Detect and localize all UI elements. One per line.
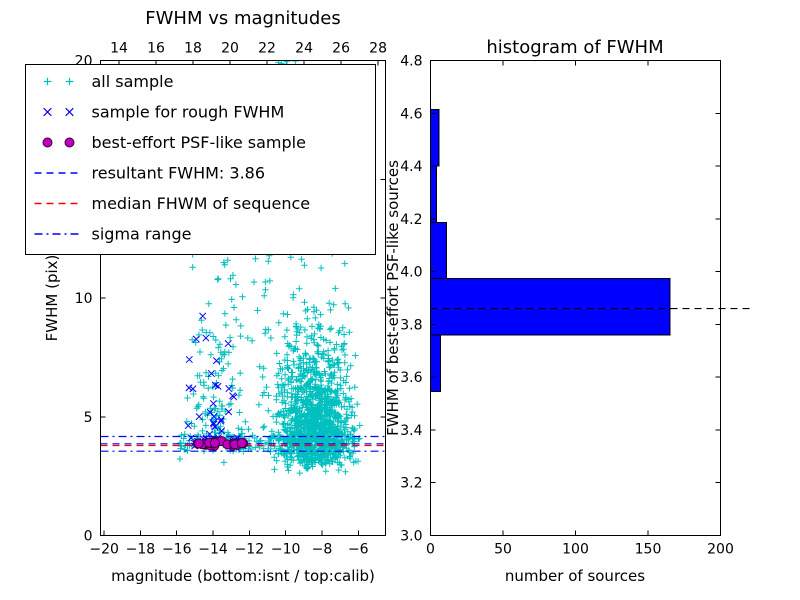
legend-entry-sample-for-rough-fwhm: sample for rough FWHM: [43, 103, 285, 122]
tick-label: 3.0: [400, 529, 422, 545]
figure-text-layer: FWHM vs magnitudes histogram of FWHM mag…: [43, 8, 664, 585]
legend-entry-sigma-range: sigma range: [34, 225, 192, 244]
legend-label: sigma range: [92, 225, 192, 244]
tick-label: 16: [147, 41, 165, 57]
psf-sample-point: [193, 438, 204, 449]
tick-label: 3.2: [400, 476, 422, 492]
tick-label: 4.4: [400, 159, 422, 175]
legend-label: median FHWM of sequence: [92, 194, 311, 213]
plot-render-layer: −20 −18 −16 −14 −12 −10 −8 −6 14 16 18 20 22 24 26 28 0 5…: [25, 41, 753, 558]
tick-label: 0: [426, 542, 435, 558]
hist-bar: [430, 221, 447, 280]
hist-bar: [430, 165, 437, 223]
legend-entry-resultant-fwhm-3-86: resultant FWHM: 3.86: [34, 164, 266, 183]
tick-label: −20: [89, 542, 119, 558]
hist-bar: [430, 278, 671, 336]
legend-box: [25, 64, 376, 255]
hist-bar: [430, 108, 440, 167]
legend-entry-all-sample: all sample: [43, 72, 174, 91]
scatter-data-layer: [100, 60, 386, 477]
tick-label: 24: [295, 41, 313, 57]
tick-label: −16: [162, 542, 192, 558]
tick-label: 4.0: [400, 265, 422, 281]
tick-label: 4.2: [400, 212, 422, 228]
tick-label: 20: [221, 41, 239, 57]
legend-circle-marker-icon: [64, 137, 75, 148]
left-plot-ylabel: FWHM (pix): [43, 255, 61, 342]
hist-bar: [430, 334, 442, 393]
legend-circle-marker-icon: [42, 137, 53, 148]
right-plot-title: histogram of FWHM: [486, 37, 663, 58]
legend-label: resultant FWHM: 3.86: [92, 164, 266, 183]
scatter-series-best-effort-psf-like-sample: [192, 436, 249, 451]
legend-entry-best-effort-psf-like-sample: best-effort PSF-like sample: [42, 133, 306, 152]
axes-layer: −20 −18 −16 −14 −12 −10 −8 −6 14 16 18 20 22 24 26 28 0 5…: [75, 41, 734, 558]
legend-plus-marker-icon: [43, 77, 74, 86]
tick-label: 3.8: [400, 317, 422, 333]
legend-label: sample for rough FWHM: [92, 103, 285, 122]
tick-label: 14: [110, 41, 128, 57]
legend-x-marker-icon: [43, 107, 74, 117]
tick-label: −18: [126, 542, 156, 558]
tick-label: −6: [348, 542, 369, 558]
left-plot-xlabel: magnitude (bottom:isnt / top:calib): [111, 567, 375, 585]
tick-label: 50: [494, 542, 512, 558]
legend-label: all sample: [92, 72, 174, 91]
tick-label: −8: [312, 542, 333, 558]
tick-label: 4.8: [400, 54, 422, 70]
tick-label: 3.4: [400, 423, 422, 439]
tick-label: 4.6: [400, 106, 422, 122]
legend-entry-median-fhwm-of-sequence: median FHWM of sequence: [34, 194, 311, 213]
tick-label: −12: [235, 542, 265, 558]
tick-label: −10: [271, 542, 301, 558]
tick-label: 22: [258, 41, 276, 57]
right-plot-xlabel: number of sources: [505, 567, 645, 585]
tick-label: 3.6: [400, 370, 422, 386]
psf-sample-point: [209, 438, 220, 448]
legend-label: best-effort PSF-like sample: [92, 133, 306, 152]
tick-label: 26: [332, 41, 350, 57]
tick-label: 28: [369, 41, 387, 57]
psf-sample-point: [236, 438, 247, 448]
tick-label: 150: [635, 542, 662, 558]
tick-label: 18: [184, 41, 202, 57]
tick-label: 10: [75, 291, 93, 307]
right-plot-ylabel: FWHM of best-effort PSF-like sources: [384, 160, 402, 436]
tick-label: 100: [562, 542, 589, 558]
legend: all sample sample for rough FWHM best-effo…: [25, 64, 376, 255]
tick-label: 200: [707, 542, 734, 558]
left-plot-title: FWHM vs magnitudes: [145, 8, 340, 29]
histogram-data-layer: [430, 108, 753, 393]
tick-label: −14: [198, 542, 228, 558]
tick-label: 0: [84, 529, 93, 545]
tick-label: 5: [84, 410, 93, 426]
